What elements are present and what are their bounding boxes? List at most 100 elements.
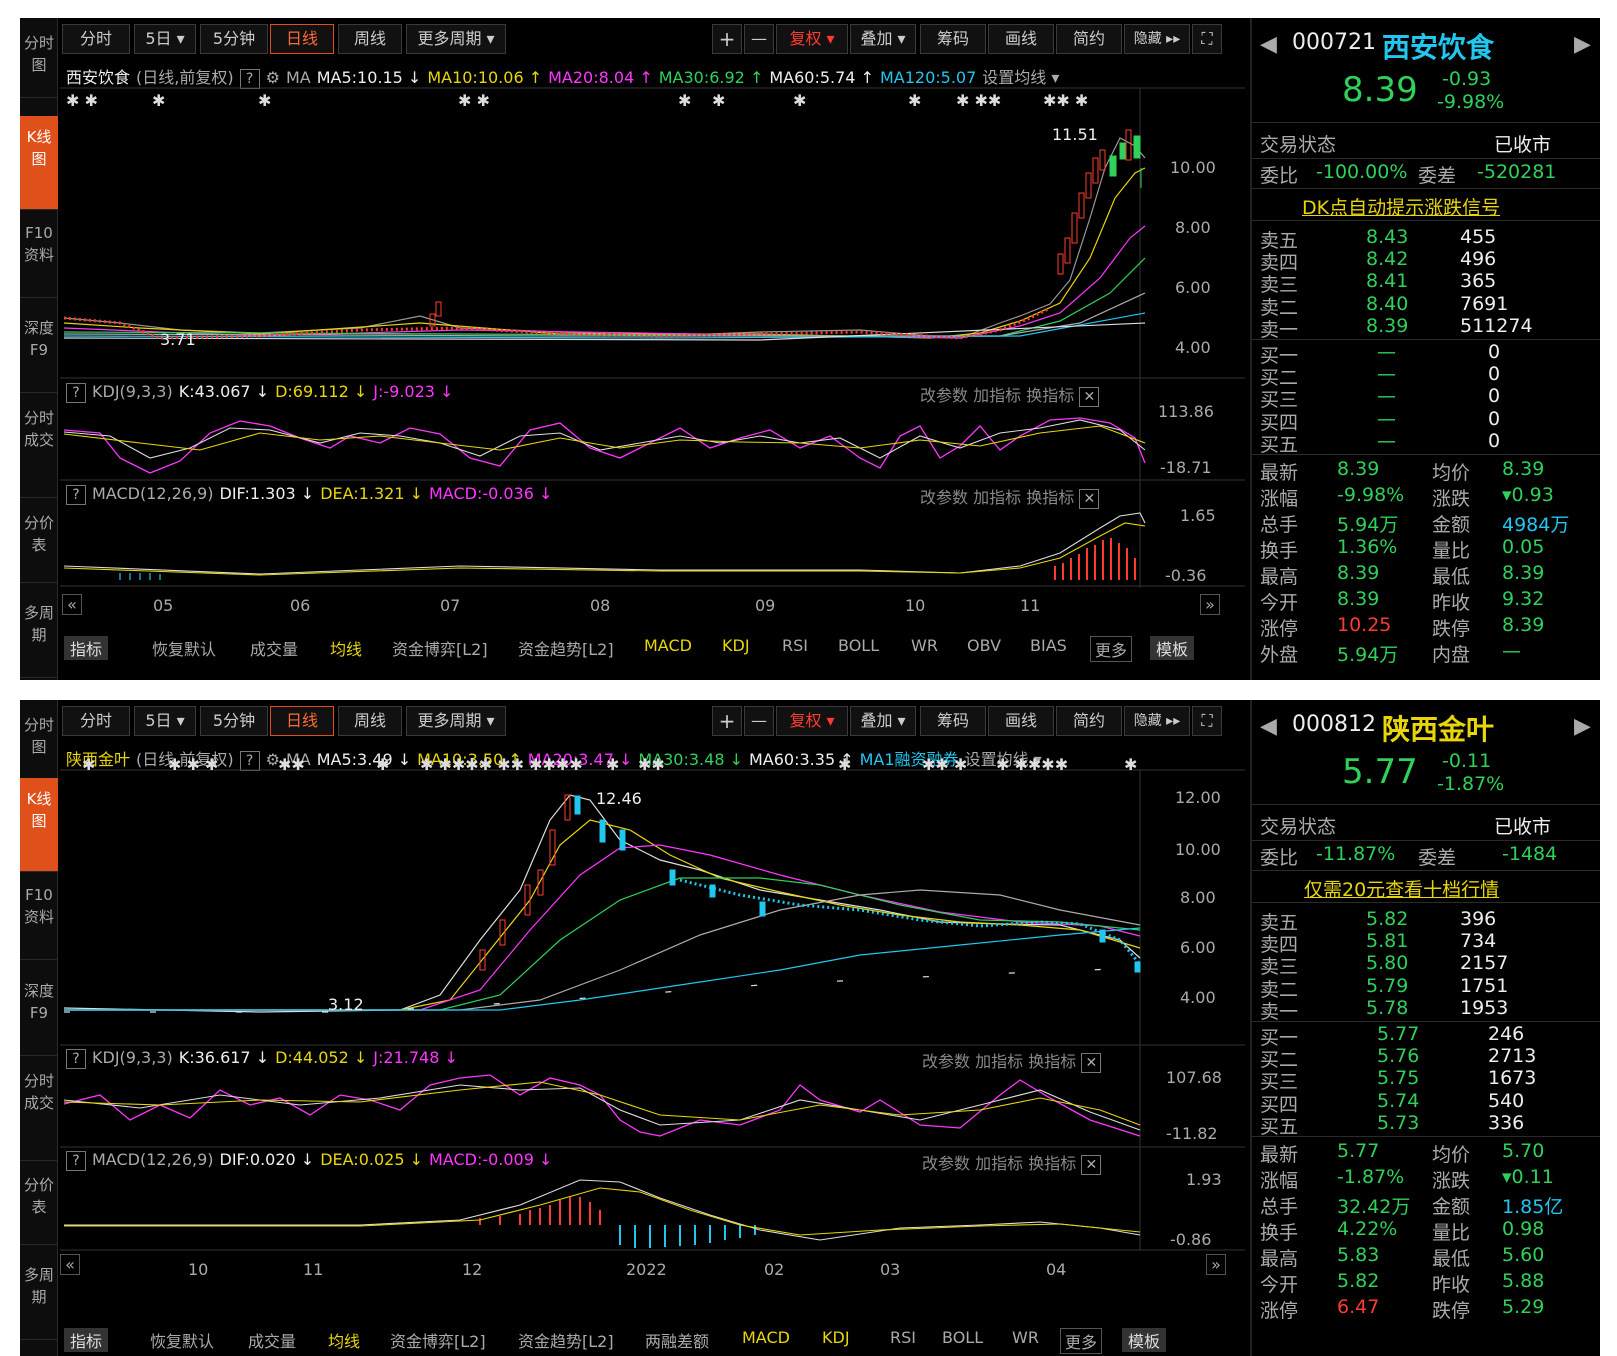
btn-simple[interactable]: 简约 xyxy=(1056,24,1122,54)
btn-daily[interactable]: 日线 xyxy=(270,706,334,736)
btn-chips[interactable]: 筹码 xyxy=(920,706,986,736)
tab-depth[interactable]: 深度F9 xyxy=(20,313,58,393)
tab-obv[interactable]: OBV xyxy=(967,636,1002,655)
tab-template[interactable]: 模板 xyxy=(1122,1328,1167,1352)
kline-chart[interactable]: ✱ ✱ ✱ ✱ ✱ ✱ ✱ ✱ ✱ ✱ ✱ ✱✱ ✱✱ ✱ 11.51 3.71 xyxy=(60,18,1245,680)
tab-price-dist[interactable]: 分价表 xyxy=(20,508,58,583)
tab-kline[interactable]: K线图 xyxy=(20,116,58,210)
next-stock-icon[interactable]: ▶ xyxy=(1574,714,1591,739)
zoom-out-icon[interactable]: — xyxy=(744,24,774,54)
zoom-in-icon[interactable]: + xyxy=(712,24,742,54)
scroll-right-icon[interactable]: » xyxy=(1206,1254,1226,1275)
tab-macd[interactable]: MACD xyxy=(742,1328,790,1347)
tab-kline[interactable]: K线图 xyxy=(20,778,58,872)
kdj-add-indicator[interactable]: 加指标 xyxy=(975,1052,1024,1071)
ma-setting-button[interactable]: 设置均线 ▾ xyxy=(982,68,1060,87)
btn-5min[interactable]: 5分钟 xyxy=(200,706,268,736)
btn-hide[interactable]: 隐藏 ▸▸ xyxy=(1124,24,1190,54)
close-icon[interactable]: ✕ xyxy=(1081,1053,1102,1073)
macd-add-indicator[interactable]: 加指标 xyxy=(975,1154,1024,1173)
btn-fenshi[interactable]: 分时 xyxy=(62,24,130,54)
btn-5day[interactable]: 5日 ▾ xyxy=(134,706,196,736)
btn-more-period[interactable]: 更多周期 ▾ xyxy=(406,24,506,54)
tab-price-dist[interactable]: 分价表 xyxy=(20,1170,58,1245)
close-icon[interactable]: ✕ xyxy=(1081,1155,1102,1175)
tab-bias[interactable]: BIAS xyxy=(1030,636,1067,655)
tab-boll[interactable]: BOLL xyxy=(838,636,880,655)
zoom-in-icon[interactable]: + xyxy=(712,706,742,736)
tab-tick[interactable]: 分时成交 xyxy=(20,403,58,498)
tab-kdj[interactable]: KDJ xyxy=(722,636,750,655)
scroll-left-icon[interactable]: « xyxy=(62,594,82,615)
kdj-help-icon[interactable]: ? xyxy=(66,383,86,403)
prev-stock-icon[interactable]: ◀ xyxy=(1260,714,1277,739)
btn-hide[interactable]: 隐藏 ▸▸ xyxy=(1124,706,1190,736)
tab-volume[interactable]: 成交量 xyxy=(250,640,299,659)
tab-fund-game[interactable]: 资金博弈[L2] xyxy=(390,1332,486,1351)
scroll-left-icon[interactable]: « xyxy=(60,1254,80,1275)
kdj-help-icon[interactable]: ? xyxy=(66,1049,86,1069)
tab-fund-trend[interactable]: 资金趋势[L2] xyxy=(518,640,614,659)
tab-depth[interactable]: 深度F9 xyxy=(20,976,58,1056)
macd-help-icon[interactable]: ? xyxy=(66,485,86,505)
tab-wr[interactable]: WR xyxy=(911,636,938,655)
tab-f10[interactable]: F10资料 xyxy=(20,218,58,298)
tab-tick[interactable]: 分时成交 xyxy=(20,1066,58,1161)
gear-icon[interactable]: ⚙ xyxy=(265,68,280,87)
btn-fuquan[interactable]: 复权 ▾ xyxy=(776,24,848,54)
tab-more[interactable]: 更多 xyxy=(1090,636,1133,662)
tab-multi-period[interactable]: 多周期 xyxy=(20,1260,58,1340)
tab-ma[interactable]: 均线 xyxy=(330,640,363,659)
macd-switch-indicator[interactable]: 换指标 xyxy=(1028,1154,1077,1173)
kdj-switch-indicator[interactable]: 换指标 xyxy=(1028,1052,1077,1071)
kline-chart[interactable]: ✱ ✱ ✱ ✱ ✱✱ ✱ ✱ ✱✱✱✱ ✱✱ ✱✱✱✱ ✱ ✱✱ ✱ ✱✱ ✱ ✱ ✱✱✱✱ ✱ 1… xyxy=(60,700,1245,1356)
fullscreen-icon[interactable]: ⛶ xyxy=(1192,24,1222,54)
macd-switch-indicator[interactable]: 换指标 xyxy=(1026,488,1075,507)
tab-fenshi[interactable]: 分时图 xyxy=(20,710,58,780)
promo-link[interactable]: DK点自动提示涨跌信号 xyxy=(1302,197,1501,219)
prev-stock-icon[interactable]: ◀ xyxy=(1260,32,1277,57)
tab-template[interactable]: 模板 xyxy=(1150,636,1195,660)
btn-weekly[interactable]: 周线 xyxy=(338,24,402,54)
tab-reset[interactable]: 恢复默认 xyxy=(152,640,217,659)
macd-edit-params[interactable]: 改参数 xyxy=(920,488,969,507)
scroll-right-icon[interactable]: » xyxy=(1200,594,1220,615)
macd-edit-params[interactable]: 改参数 xyxy=(922,1154,971,1173)
btn-5min[interactable]: 5分钟 xyxy=(200,24,268,54)
kdj-edit-params[interactable]: 改参数 xyxy=(922,1052,971,1071)
tab-more[interactable]: 更多 xyxy=(1060,1328,1103,1354)
tab-wr[interactable]: WR xyxy=(1012,1328,1039,1347)
tab-fund-trend[interactable]: 资金趋势[L2] xyxy=(518,1332,614,1351)
tab-macd[interactable]: MACD xyxy=(644,636,692,655)
tab-rsi[interactable]: RSI xyxy=(782,636,808,655)
tab-volume[interactable]: 成交量 xyxy=(248,1332,297,1351)
tab-indicator[interactable]: 指标 xyxy=(64,1328,109,1352)
btn-overlay[interactable]: 叠加 ▾ xyxy=(850,706,916,736)
fullscreen-icon[interactable]: ⛶ xyxy=(1192,706,1222,736)
btn-fenshi[interactable]: 分时 xyxy=(62,706,130,736)
tab-f10[interactable]: F10资料 xyxy=(20,880,58,960)
macd-add-indicator[interactable]: 加指标 xyxy=(973,488,1022,507)
kdj-add-indicator[interactable]: 加指标 xyxy=(973,386,1022,405)
btn-overlay[interactable]: 叠加 ▾ xyxy=(850,24,916,54)
kdj-edit-params[interactable]: 改参数 xyxy=(920,386,969,405)
tab-multi-period[interactable]: 多周期 xyxy=(20,598,58,678)
close-icon[interactable]: ✕ xyxy=(1079,489,1100,509)
btn-draw[interactable]: 画线 xyxy=(988,24,1054,54)
close-icon[interactable]: ✕ xyxy=(1079,387,1100,407)
btn-fuquan[interactable]: 复权 ▾ xyxy=(776,706,848,736)
ma-setting-button[interactable]: 设置均线 ▾ xyxy=(964,750,1042,769)
tab-fenshi[interactable]: 分时图 xyxy=(20,28,58,98)
tab-kdj[interactable]: KDJ xyxy=(822,1328,850,1347)
btn-more-period[interactable]: 更多周期 ▾ xyxy=(406,706,506,736)
tab-reset[interactable]: 恢复默认 xyxy=(150,1332,215,1351)
tab-fund-game[interactable]: 资金博弈[L2] xyxy=(392,640,488,659)
btn-draw[interactable]: 画线 xyxy=(988,706,1054,736)
tab-indicator[interactable]: 指标 xyxy=(64,636,109,660)
btn-chips[interactable]: 筹码 xyxy=(920,24,986,54)
next-stock-icon[interactable]: ▶ xyxy=(1574,32,1591,57)
zoom-out-icon[interactable]: — xyxy=(744,706,774,736)
btn-simple[interactable]: 简约 xyxy=(1056,706,1122,736)
tab-boll[interactable]: BOLL xyxy=(942,1328,984,1347)
btn-weekly[interactable]: 周线 xyxy=(338,706,402,736)
